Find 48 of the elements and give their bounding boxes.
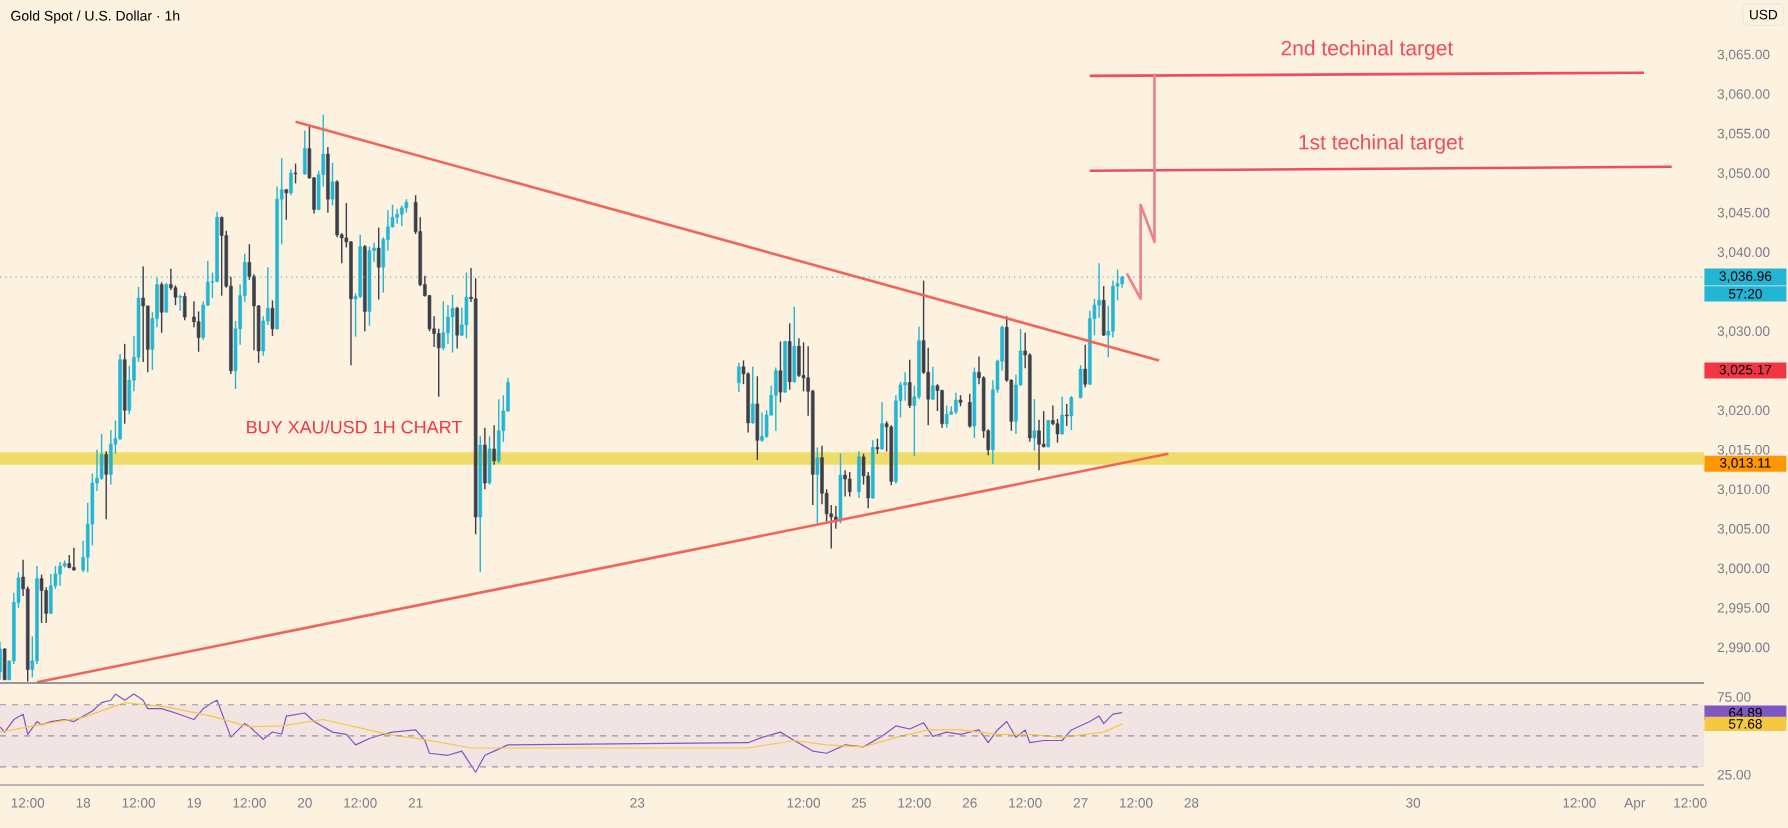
y-tick-label: 3,055.00 [1717, 128, 1770, 140]
y-tick-label: 3,065.00 [1717, 49, 1770, 61]
x-tick-label: 23 [630, 798, 645, 808]
text: USD [1750, 9, 1778, 20]
x-tick-label: 12:00 [1674, 798, 1707, 808]
x-tick-label: 30 [1406, 798, 1421, 808]
x-tick-label: 12:00 [1563, 798, 1596, 808]
x-tick-label: 21 [408, 798, 423, 808]
x-tick-label: 27 [1073, 798, 1088, 808]
x-tick-label: 12:00 [11, 798, 45, 808]
x-tick-label: 12:00 [1120, 798, 1153, 808]
y-tick-label: 2,990.00 [1717, 642, 1770, 654]
y-tick-label: 3,020.00 [1717, 405, 1770, 417]
y-tick-label: 75.00 [1717, 692, 1751, 702]
text: 3,013.11 [1719, 458, 1771, 470]
y-tick-label: 3,040.00 [1717, 247, 1770, 259]
y-tick-label: 3,010.00 [1717, 484, 1770, 496]
series-label: 1st techinal target [1299, 134, 1464, 154]
x-tick-label: 12:00 [898, 798, 931, 808]
y-tick-label: 3,045.00 [1717, 207, 1770, 220]
y-tick-label: 3,030.00 [1717, 326, 1770, 338]
x-tick-label: 25 [852, 798, 866, 808]
y-tick-label: 3,015.00 [1717, 444, 1770, 457]
x-tick-label: 12:00 [233, 798, 266, 808]
x-tick-label: 19 [187, 798, 201, 808]
y-tick-label: 3,060.00 [1717, 89, 1770, 101]
y-tick-label: 25.00 [1717, 769, 1751, 780]
x-tick-label: 18 [76, 798, 91, 808]
y-tick-label: 3,005.00 [1717, 523, 1770, 536]
text: 64.89 [1729, 707, 1762, 718]
annotation: BUY XAU/USD 1H CHART [247, 420, 462, 434]
x-tick-label: Apr [1624, 798, 1646, 811]
x-tick-label: 12:00 [122, 798, 156, 808]
y-tick-label: 3,050.00 [1717, 168, 1770, 180]
text: Gold Spot / U.S. Dollar · 1h [11, 10, 180, 24]
ref-line-label: 3,036.96 [1719, 271, 1772, 283]
text: 3,025.17 [1719, 364, 1772, 377]
text: 57:20 [1728, 288, 1762, 299]
x-tick-label: 12:00 [787, 798, 820, 808]
y-tick-label: 2,995.00 [1717, 603, 1770, 615]
x-tick-label: 20 [297, 798, 312, 808]
y-tick-label: 3,000.00 [1717, 563, 1770, 575]
x-tick-label: 26 [962, 798, 977, 808]
x-tick-label: 28 [1184, 798, 1199, 808]
x-tick-label: 12:00 [344, 798, 377, 808]
x-tick-label: 12:00 [1009, 798, 1042, 808]
series-label: 2nd techinal target [1281, 40, 1454, 60]
text: 57.68 [1728, 719, 1762, 729]
